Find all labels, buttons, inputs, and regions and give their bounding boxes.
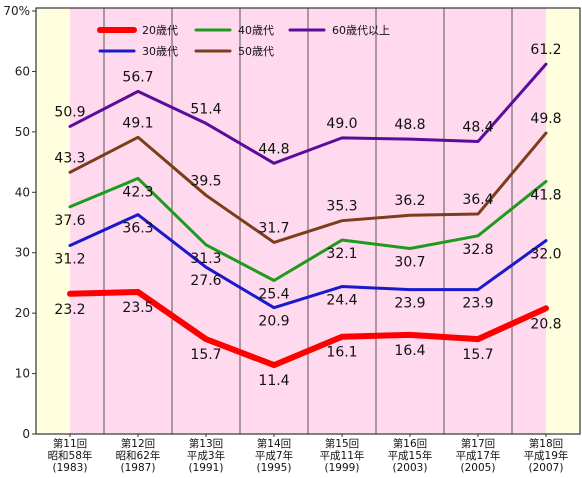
x-tick-label-session: 第12回 bbox=[121, 437, 155, 450]
data-label: 16.4 bbox=[394, 343, 425, 359]
data-label: 32.8 bbox=[462, 242, 493, 258]
data-label: 31.2 bbox=[54, 251, 85, 267]
data-label: 49.1 bbox=[122, 115, 153, 131]
data-label: 25.4 bbox=[258, 287, 289, 303]
data-label: 15.7 bbox=[462, 347, 493, 363]
y-tick-label: 20 bbox=[15, 306, 30, 320]
data-label: 41.8 bbox=[530, 187, 561, 203]
y-tick-label: 10 bbox=[15, 367, 30, 381]
x-tick-label-year: (2007) bbox=[529, 462, 564, 474]
data-label: 50.9 bbox=[54, 104, 85, 120]
data-label: 61.2 bbox=[530, 42, 561, 58]
x-tick-label-year: (2003) bbox=[393, 462, 428, 474]
x-tick-label-session: 第14回 bbox=[257, 437, 291, 450]
data-label: 32.0 bbox=[530, 247, 561, 263]
data-label: 51.4 bbox=[190, 101, 221, 117]
x-tick-label-era: 昭和58年 bbox=[48, 449, 93, 462]
legend-label: 30歳代 bbox=[142, 45, 178, 58]
legend-label: 50歳代 bbox=[238, 45, 274, 58]
plot-frame bbox=[35, 7, 581, 435]
y-tick-label: 40 bbox=[15, 185, 30, 199]
x-tick-label-year: (1995) bbox=[257, 462, 292, 474]
x-tick-label-session: 第17回 bbox=[461, 437, 495, 450]
data-label: 35.3 bbox=[326, 199, 357, 215]
x-tick-label-era: 平成11年 bbox=[320, 449, 365, 462]
data-label: 23.5 bbox=[122, 300, 153, 316]
y-tick-label: 30 bbox=[15, 246, 30, 260]
y-tick-label: 50 bbox=[15, 125, 30, 139]
data-label: 39.5 bbox=[190, 173, 221, 189]
data-label: 31.7 bbox=[258, 220, 289, 236]
legend-label: 20歳代 bbox=[142, 24, 178, 37]
x-tick-label-era: 平成3年 bbox=[187, 449, 225, 462]
legend-label: 40歳代 bbox=[238, 24, 274, 37]
data-label: 23.9 bbox=[462, 296, 493, 312]
x-tick-label-session: 第11回 bbox=[53, 437, 87, 450]
x-tick-label-session: 第16回 bbox=[393, 437, 427, 450]
x-tick-label-session: 第15回 bbox=[325, 437, 359, 450]
data-label: 15.7 bbox=[190, 347, 221, 363]
series-line-3 bbox=[68, 131, 548, 244]
data-label: 37.6 bbox=[54, 213, 85, 229]
x-tick-label-year: (1987) bbox=[121, 462, 156, 474]
data-label: 11.4 bbox=[258, 373, 289, 389]
series-line-4 bbox=[68, 62, 548, 165]
data-label: 42.3 bbox=[122, 184, 153, 200]
x-tick-label-year: (1983) bbox=[53, 462, 88, 474]
series-line-0 bbox=[67, 288, 549, 369]
x-tick-label-year: (1991) bbox=[189, 462, 224, 474]
data-label: 56.7 bbox=[122, 69, 153, 85]
series-line-2 bbox=[68, 176, 548, 283]
x-tick-label-session: 第13回 bbox=[189, 437, 223, 450]
data-label: 16.1 bbox=[326, 345, 357, 361]
y-tick-label: 0 bbox=[22, 427, 30, 441]
series-line-1 bbox=[68, 213, 548, 310]
x-tick-label-era: 平成17年 bbox=[456, 449, 501, 462]
data-label: 23.2 bbox=[54, 302, 85, 318]
x-tick-label-session: 第18回 bbox=[529, 437, 563, 450]
data-label: 32.1 bbox=[326, 246, 357, 262]
x-tick-label-era: 昭和62年 bbox=[116, 449, 161, 462]
data-label: 24.4 bbox=[326, 293, 357, 309]
data-label: 49.8 bbox=[530, 111, 561, 127]
y-tick-label: 60 bbox=[15, 64, 30, 78]
x-tick-label-era: 平成7年 bbox=[255, 449, 293, 462]
data-label: 31.3 bbox=[190, 251, 221, 267]
legend-label: 60歳代以上 bbox=[332, 24, 390, 37]
y-tick-label: 70% bbox=[3, 4, 30, 18]
data-label: 48.4 bbox=[462, 120, 493, 136]
x-tick-label-year: (2005) bbox=[461, 462, 496, 474]
data-label: 20.8 bbox=[530, 316, 561, 332]
data-label: 49.0 bbox=[326, 116, 357, 132]
data-label: 36.2 bbox=[394, 193, 425, 209]
data-label: 48.8 bbox=[394, 117, 425, 133]
x-tick-label-year: (1999) bbox=[325, 462, 360, 474]
data-label: 30.7 bbox=[394, 254, 425, 270]
x-tick-label-era: 平成15年 bbox=[388, 449, 433, 462]
x-tick-label-era: 平成19年 bbox=[524, 449, 569, 462]
data-label: 36.4 bbox=[462, 192, 493, 208]
data-label: 36.3 bbox=[122, 221, 153, 237]
data-label: 43.3 bbox=[54, 150, 85, 166]
data-label: 44.8 bbox=[258, 141, 289, 157]
data-label: 23.9 bbox=[394, 296, 425, 312]
data-label: 20.9 bbox=[258, 314, 289, 330]
data-label: 27.6 bbox=[190, 273, 221, 289]
